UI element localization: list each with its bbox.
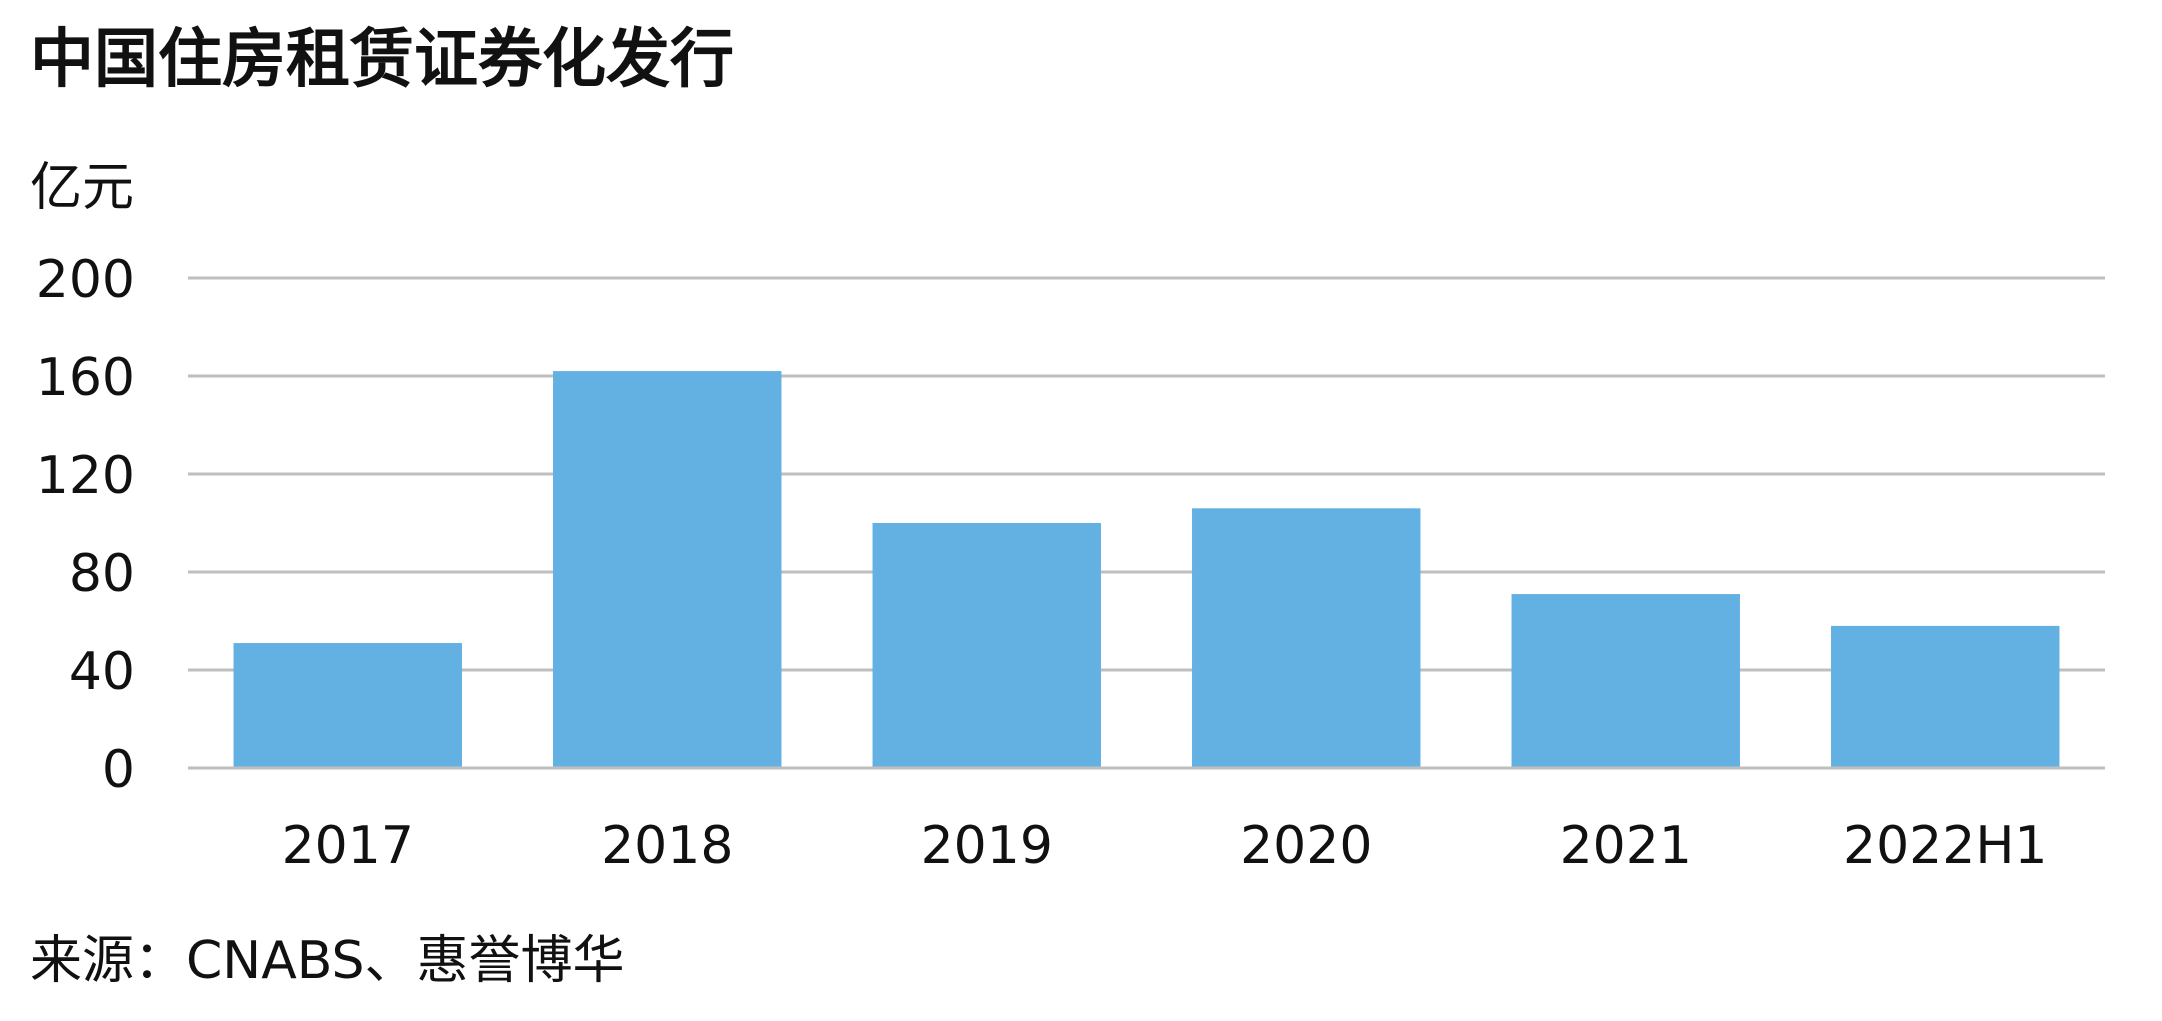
bar-2019 [872,523,1101,768]
x-tick-label: 2017 [282,816,414,876]
y-axis-label: 亿元 [30,158,134,218]
y-tick-label: 200 [36,250,135,310]
x-tick-label: 2018 [601,816,733,876]
source-note: 来源：CNABS、惠誉博华 [30,931,625,991]
chart-title: 中国住房租赁证券化发行 [30,23,734,97]
y-tick-label: 120 [36,446,135,506]
x-tick-label: 2020 [1240,816,1372,876]
bar-2020 [1192,508,1421,768]
bar-2022H1 [1831,625,2060,768]
y-tick-label: 160 [36,348,135,408]
y-tick-label: 0 [102,740,135,800]
bar-2021 [1511,594,1740,768]
bar-2017 [233,643,462,768]
x-tick-label: 2022H1 [1843,816,2048,876]
x-tick-label: 2019 [921,816,1053,876]
bars [233,371,2060,768]
bar-2018 [553,371,782,768]
axes: 0 40 80 120 160 200 2017 2018 2019 2020 2021 2022H1 [36,250,2105,876]
y-tick-label: 40 [69,642,135,702]
y-tick-label: 80 [69,544,135,604]
x-tick-label: 2021 [1560,816,1692,876]
gridlines [188,276,2105,770]
